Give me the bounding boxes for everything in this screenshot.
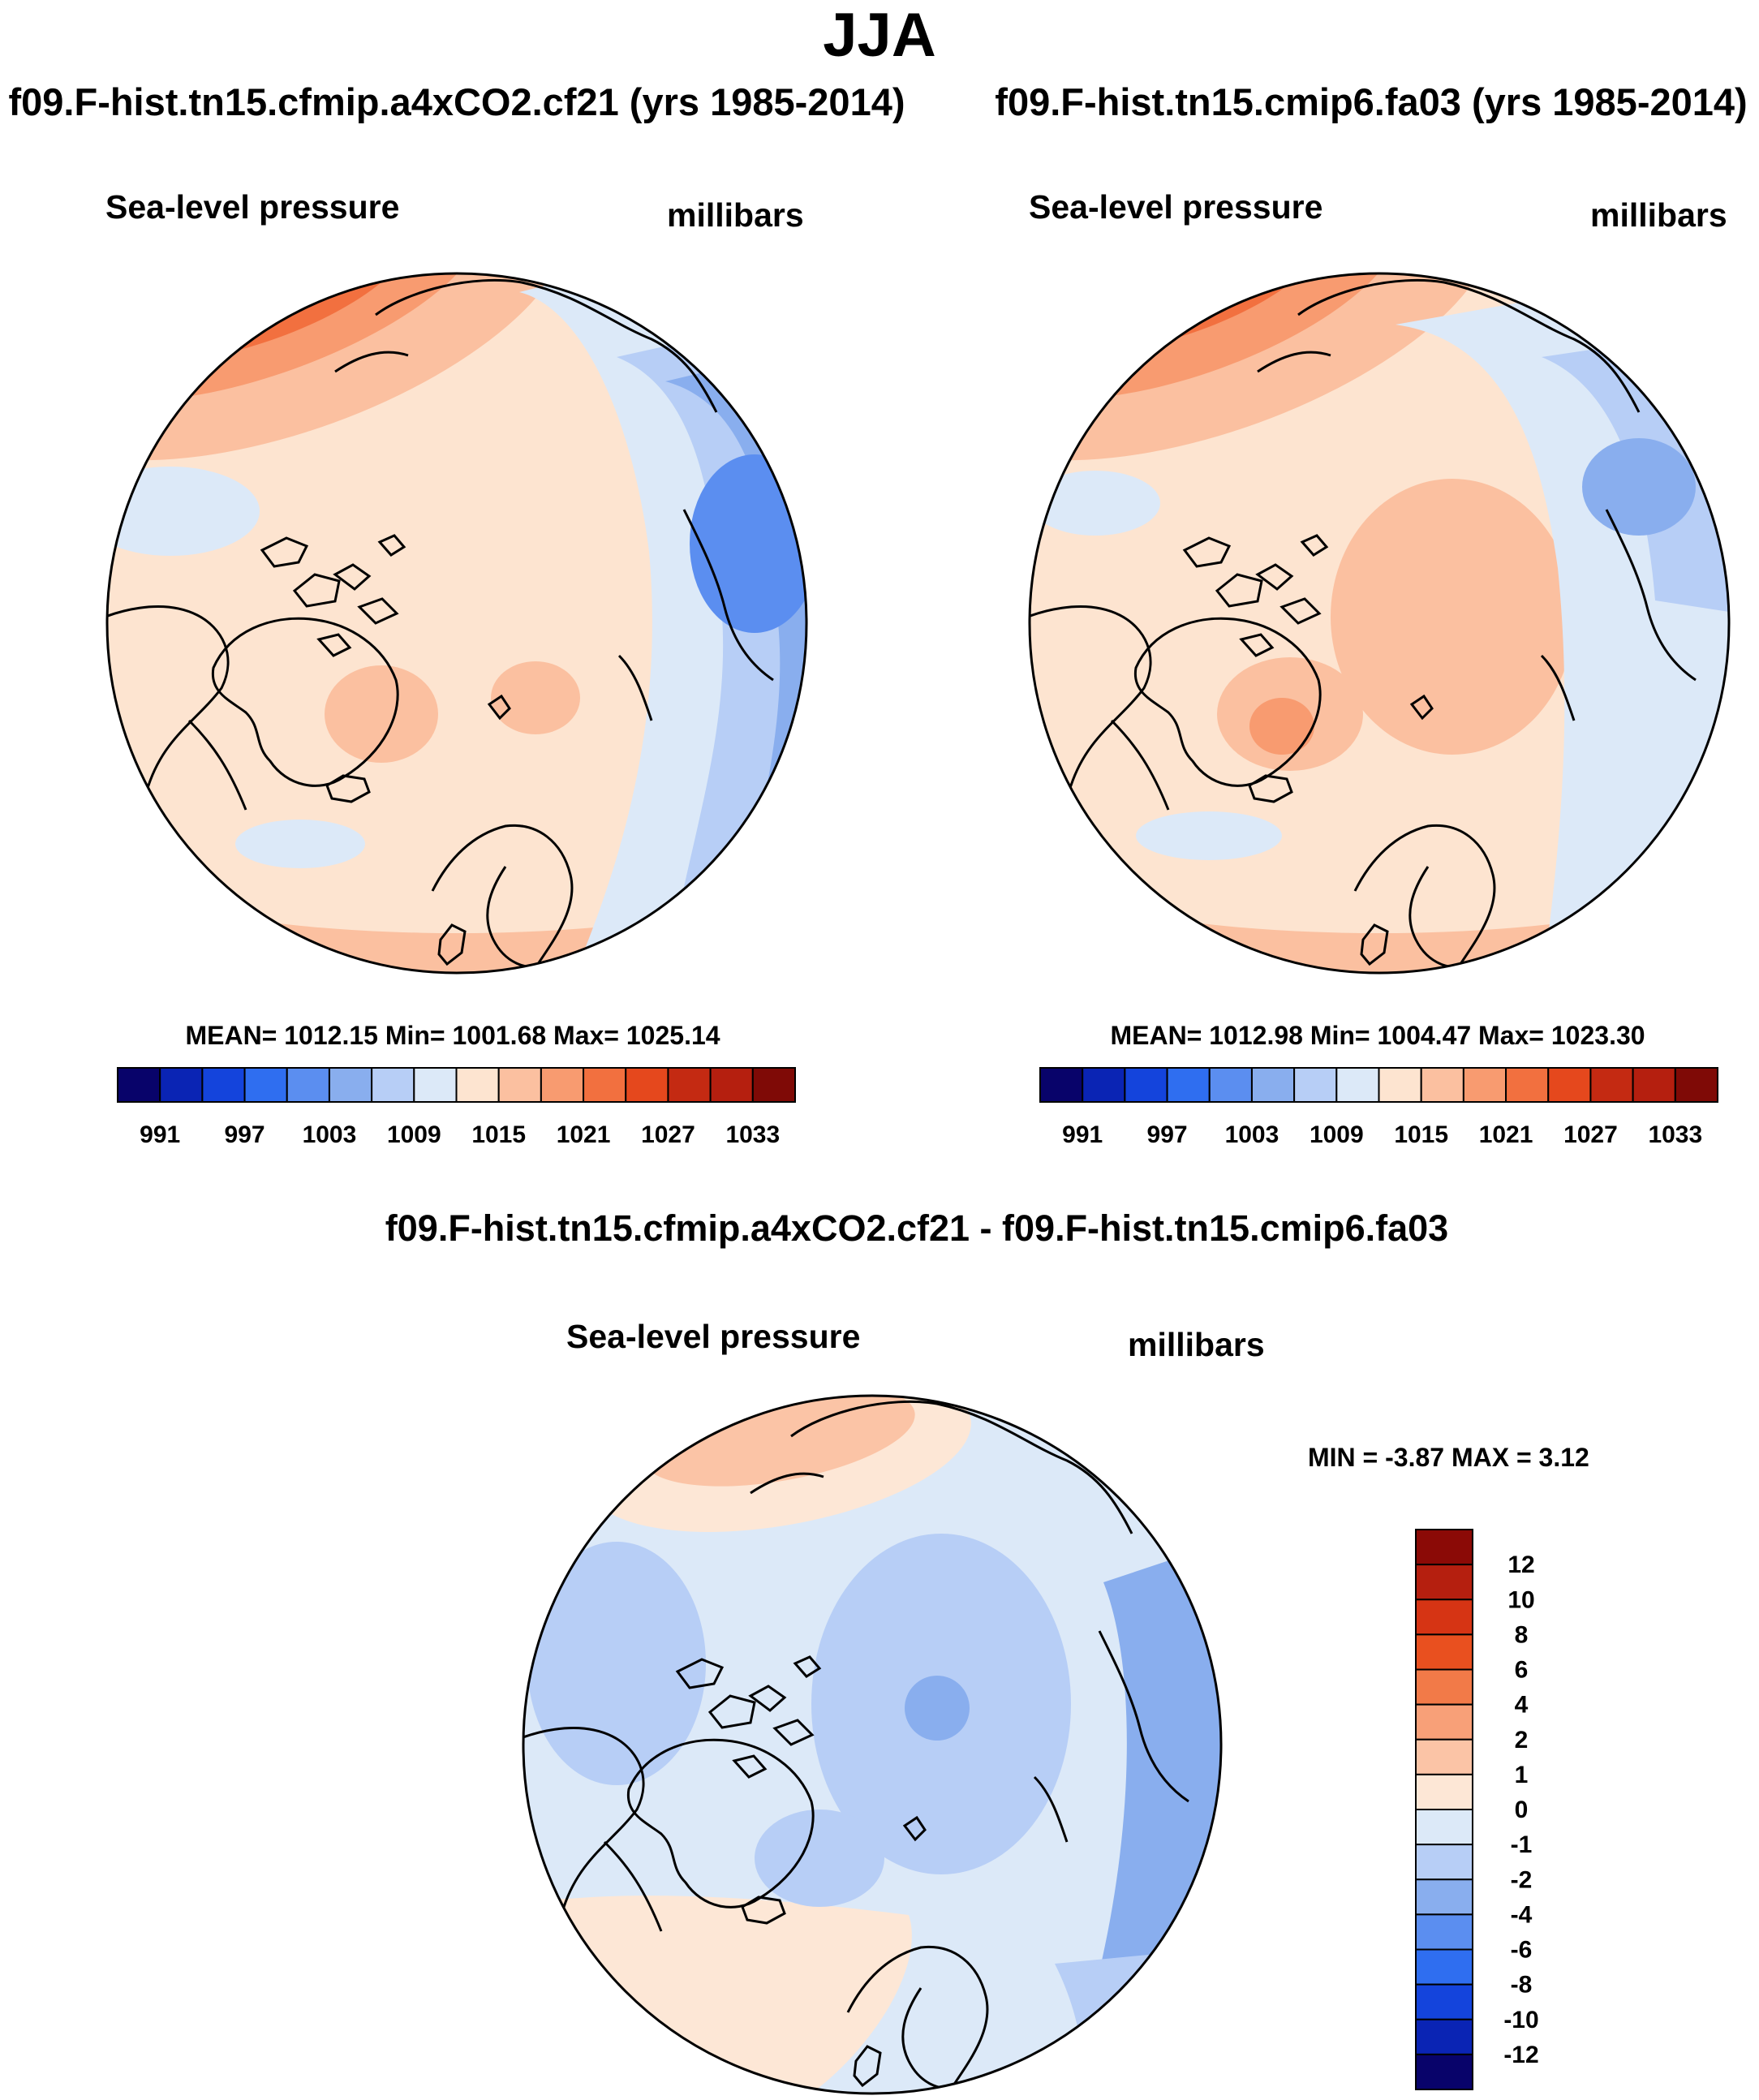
panel-2-stats: MEAN= 1012.98 Min= 1004.47 Max= 1023.30 — [1110, 1021, 1645, 1050]
panel-2-colorbar-tick-label: 1021 — [1479, 1121, 1533, 1148]
panel-1-colorbar-swatch — [243, 1067, 288, 1103]
panel-1-colorbar-swatch — [583, 1067, 627, 1103]
panel-1-colorbar-swatch — [117, 1067, 161, 1103]
difference-colorbar-swatch — [1415, 1599, 1473, 1636]
panel-2-colorbar-swatch — [1632, 1067, 1676, 1103]
panel-1-colorbar: 991 997 1003 1009 1015 1021 1027 1033 — [117, 1067, 796, 1148]
panel-2-colorbar-tick-label: 1003 — [1225, 1121, 1279, 1148]
difference-colorbar-swatch — [1415, 1773, 1473, 1810]
difference-colorbar-swatch — [1415, 1878, 1473, 1916]
difference-colorbar-swatch — [1415, 1913, 1473, 1951]
panel-1-colorbar-tick-label: 1021 — [557, 1121, 611, 1148]
difference-colorbar-tick-label: -4 — [1511, 1901, 1533, 1928]
difference-colorbar-swatch — [1415, 1633, 1473, 1671]
difference-colorbar-swatch — [1415, 2053, 1473, 2090]
panel-2-colorbar-swatch — [1462, 1067, 1507, 1103]
panel-1-colorbar-tick-label: 997 — [225, 1121, 265, 1148]
panel-2-colorbar: 991 997 1003 1009 1015 1021 1027 1033 — [1039, 1067, 1718, 1148]
panel-1-colorbar-swatch — [455, 1067, 500, 1103]
panel-2-colorbar-tick-label: 1015 — [1394, 1121, 1448, 1148]
panel-1-colorbar-swatch — [413, 1067, 458, 1103]
panel-2-title: f09.F-hist.tn15.cmip6.fa03 (yrs 1985-201… — [995, 80, 1748, 123]
difference-colorbar-swatch — [1415, 1564, 1473, 1601]
panel-2-colorbar-swatch — [1082, 1067, 1126, 1103]
panel-2-colorbar-tick-label: 1009 — [1310, 1121, 1364, 1148]
difference-colorbar-tick-label: 2 — [1515, 1727, 1529, 1754]
panel-1-colorbar-tick-label: 1009 — [387, 1121, 441, 1148]
panel-2-colorbar-swatch — [1208, 1067, 1253, 1103]
difference-units-label: millibars — [1128, 1326, 1265, 1363]
difference-colorbar-swatch — [1415, 1983, 1473, 2020]
panel-2-map — [1028, 272, 1731, 975]
panel-2-colorbar-swatch — [1124, 1067, 1168, 1103]
panel-1-colorbar-tick-label: 1027 — [641, 1121, 695, 1148]
difference-colorbar-tick-label: 10 — [1507, 1586, 1534, 1613]
panel-2-colorbar-swatch — [1378, 1067, 1422, 1103]
panel-2-colorbar-swatch — [1039, 1067, 1084, 1103]
panel-1-units-label: millibars — [667, 196, 804, 234]
panel-1-colorbar-swatch — [751, 1067, 796, 1103]
panel-2-units-label: millibars — [1590, 196, 1727, 234]
difference-colorbar-tick-label: -2 — [1511, 1866, 1533, 1893]
panel-2-colorbar-swatch — [1547, 1067, 1592, 1103]
difference-colorbar-swatch — [1415, 1668, 1473, 1706]
panel-2-colorbar-swatch — [1335, 1067, 1380, 1103]
panel-1-variable-label: Sea-level pressure — [105, 188, 400, 226]
panel-1-title: f09.F-hist.tn15.cfmip.a4xCO2.cf21 (yrs 1… — [8, 80, 905, 123]
panel-2-colorbar-tick-label: 1033 — [1648, 1121, 1702, 1148]
difference-colorbar-tick-label: 1 — [1515, 1762, 1529, 1788]
difference-colorbar-tick-label: -1 — [1511, 1831, 1533, 1858]
panel-2-colorbar-swatch — [1166, 1067, 1211, 1103]
difference-colorbar-tick-label: 12 — [1507, 1551, 1534, 1578]
panel-2-colorbar-swatch — [1589, 1067, 1634, 1103]
difference-title: f09.F-hist.tn15.cfmip.a4xCO2.cf21 - f09.… — [385, 1207, 1449, 1249]
panel-1-colorbar-swatch — [497, 1067, 542, 1103]
panel-2-colorbar-swatch — [1250, 1067, 1296, 1103]
difference-map — [522, 1394, 1223, 2095]
panel-2-colorbar-swatch — [1420, 1067, 1464, 1103]
panel-1-colorbar-swatch — [625, 1067, 669, 1103]
difference-colorbar-swatch — [1415, 2018, 1473, 2055]
panel-1-colorbar-swatch — [540, 1067, 585, 1103]
panel-2-colorbar-swatch — [1505, 1067, 1550, 1103]
panel-1-colorbar-tick-label: 991 — [140, 1121, 180, 1148]
difference-colorbar-tick-label: -12 — [1503, 2042, 1538, 2068]
panel-1-colorbar-tick-label: 1003 — [303, 1121, 357, 1148]
difference-colorbar-swatch — [1415, 1809, 1473, 1846]
figure-title: JJA — [823, 1, 936, 70]
difference-colorbar-tick-label: -8 — [1511, 1972, 1533, 1999]
panel-1-colorbar-swatch — [709, 1067, 754, 1103]
difference-colorbar-swatch — [1415, 1844, 1473, 1881]
difference-colorbar-swatch — [1415, 1529, 1473, 1566]
panel-1-colorbar-swatch — [201, 1067, 246, 1103]
difference-colorbar-swatch — [1415, 1948, 1473, 1986]
difference-colorbar-swatch — [1415, 1738, 1473, 1775]
panel-1-colorbar-swatch — [286, 1067, 330, 1103]
panel-2-colorbar-tick-label: 997 — [1147, 1121, 1188, 1148]
panel-1-colorbar-tick-label: 1015 — [471, 1121, 526, 1148]
panel-2-variable-label: Sea-level pressure — [1029, 188, 1323, 226]
difference-colorbar-swatch — [1415, 1703, 1473, 1741]
difference-colorbar-tick-label: -6 — [1511, 1937, 1533, 1964]
panel-1-stats: MEAN= 1012.15 Min= 1001.68 Max= 1025.14 — [185, 1021, 720, 1050]
panel-1-colorbar-swatch — [667, 1067, 712, 1103]
difference-minmax: MIN = -3.87 MAX = 3.12 — [1308, 1443, 1589, 1472]
difference-colorbar-tick-label: -10 — [1503, 2007, 1538, 2033]
panel-1-map — [105, 272, 808, 975]
panel-1-colorbar-swatch — [159, 1067, 204, 1103]
difference-colorbar-tick-label: 0 — [1515, 1797, 1529, 1823]
panel-2-colorbar-swatch — [1674, 1067, 1718, 1103]
panel-2-colorbar-tick-label: 991 — [1062, 1121, 1103, 1148]
difference-colorbar-tick-label: 4 — [1515, 1692, 1529, 1719]
panel-2-colorbar-swatch — [1293, 1067, 1338, 1103]
panel-1-colorbar-swatch — [328, 1067, 373, 1103]
panel-1-colorbar-tick-label: 1033 — [725, 1121, 780, 1148]
panel-2-colorbar-tick-label: 1027 — [1563, 1121, 1618, 1148]
panel-1-colorbar-swatch — [371, 1067, 415, 1103]
difference-variable-label: Sea-level pressure — [566, 1318, 861, 1355]
difference-colorbar-tick-label: 6 — [1515, 1657, 1529, 1684]
difference-colorbar-tick-label: 8 — [1515, 1621, 1529, 1648]
